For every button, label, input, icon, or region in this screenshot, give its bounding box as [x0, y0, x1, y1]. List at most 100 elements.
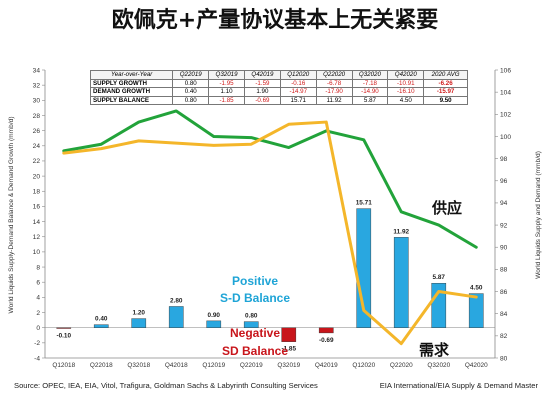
plot-area [45, 70, 495, 358]
annotation-positive: Positive [232, 274, 278, 288]
table-cell: -14.97 [279, 87, 317, 97]
year-over-year-table: Year-over-Year Q22019 Q32019 Q42019 Q120… [89, 70, 468, 105]
right-tick-label: 80 [500, 355, 508, 362]
x-tick-label: Q42018 [165, 362, 188, 369]
left-tick-label: 12 [33, 234, 41, 241]
left-tick-label: 34 [33, 67, 41, 74]
table-cell: -15.97 [423, 87, 468, 97]
table-cell: -16.10 [387, 87, 425, 97]
table-cell: -14.90 [351, 87, 389, 97]
table-cell: 1.90 [243, 87, 281, 97]
demand-line [62, 120, 478, 346]
table-cell: -7.18 [351, 78, 389, 88]
x-tick-label: Q32019 [277, 362, 300, 369]
table-header: Q12020 [279, 70, 317, 80]
bar [393, 237, 409, 328]
bar-label: 11.92 [393, 228, 409, 235]
left-tick-label: 20 [33, 173, 41, 180]
x-tick-label: Q32018 [127, 362, 150, 369]
x-tick-label: Q12020 [352, 362, 375, 369]
right-tick-label: 92 [500, 222, 508, 229]
left-tick-label: 24 [33, 143, 41, 150]
y2-axis-label: World Liquids Supply and Demand (mmb/d) [535, 151, 542, 279]
x-tick-label: Q32020 [427, 362, 450, 369]
bar-label: 0.80 [245, 313, 258, 320]
x-tick-label: Q42019 [315, 362, 338, 369]
left-tick-label: 14 [33, 219, 41, 226]
table-cell: -10.91 [387, 78, 425, 88]
bar-label: -1.85 [281, 346, 296, 353]
table-cell: 1.10 [208, 87, 245, 97]
table-header: Year-over-Year [89, 70, 174, 80]
table-cell: 0.40 [172, 87, 210, 97]
bar-layer: -0.10 0.40 1.20 2.80 0.90 0.80 -1.85 -0.69 15.71… [56, 200, 484, 353]
right-tick-label: 84 [500, 311, 508, 318]
bar [431, 282, 447, 328]
bar [468, 293, 484, 328]
table-header-row: Year-over-Year Q22019 Q32019 Q42019 Q120… [89, 70, 468, 80]
left-tick-label: 8 [36, 264, 40, 271]
table-header: Q32019 [208, 70, 245, 80]
left-tick-label: 30 [33, 98, 41, 105]
bar-label: 2.80 [170, 297, 183, 304]
bar-label: 4.50 [470, 285, 483, 292]
right-tick-label: 90 [500, 245, 508, 252]
x-tick-label: Q22019 [240, 362, 263, 369]
bar-label: 15.71 [356, 200, 372, 207]
demand-series-label: 需求 [419, 341, 450, 359]
table-cell: -1.95 [208, 78, 245, 88]
right-tick-label: 104 [500, 89, 511, 96]
table-header: 2020 AVG [423, 70, 468, 80]
table-cell: -17.90 [315, 87, 353, 97]
bar-label: 0.90 [208, 312, 221, 319]
line-layer [62, 109, 478, 346]
bar-label: 1.20 [133, 310, 146, 317]
bar-label: 0.40 [95, 316, 108, 323]
row-label: SUPPLY GROWTH [89, 78, 174, 88]
table-header: Q42020 [387, 70, 425, 80]
supply-line [62, 109, 478, 249]
left-tick-label: 0 [36, 325, 40, 332]
table-row: SUPPLY BALANCE 0.80 -1.85 -0.69 15.71 11… [89, 95, 468, 105]
x-tick-label: Q12019 [202, 362, 225, 369]
bar-label: -0.69 [319, 337, 334, 344]
table-cell: -1.85 [208, 95, 245, 105]
supply-series-label: 供应 [431, 199, 462, 217]
left-tick-label: -4 [34, 355, 40, 362]
x-tick-label: Q22018 [90, 362, 113, 369]
table-row: DEMAND GROWTH 0.40 1.10 1.90 -14.97 -17.… [89, 87, 468, 97]
x-tick-label: Q42020 [465, 362, 488, 369]
credit-note: EIA International/EIA Supply & Demand Ma… [379, 381, 538, 390]
left-tick-label: 26 [33, 128, 41, 135]
bar [206, 320, 222, 328]
right-tick-label: 82 [500, 333, 508, 340]
bar [168, 306, 184, 328]
table-cell: 11.92 [315, 95, 353, 105]
table-row: SUPPLY GROWTH 0.80 -1.95 -1.59 -0.16 -6.… [89, 78, 468, 88]
annotation-negative: Negative [230, 326, 280, 340]
source-note: Source: OPEC, IEA, EIA, Vitol, Trafigura… [14, 381, 318, 390]
left-tick-label: -2 [34, 340, 40, 347]
left-tick-label: 22 [33, 158, 41, 165]
table-header: Q22019 [172, 70, 210, 80]
right-tick-label: 100 [500, 134, 511, 141]
table-cell: 0.80 [172, 78, 210, 88]
bar [281, 327, 297, 342]
table-cell: 0.80 [172, 95, 210, 105]
right-tick-label: 98 [500, 156, 508, 163]
table-cell: -0.69 [243, 95, 281, 105]
left-tick-label: 18 [33, 189, 41, 196]
bar-label: -0.10 [56, 332, 71, 339]
annotation-positive-balance: S-D Balance [220, 291, 290, 305]
table-cell: 4.50 [387, 95, 425, 105]
table-header: Q22020 [315, 70, 353, 80]
bar [243, 321, 259, 328]
table-cell: 15.71 [279, 95, 317, 105]
right-tick-label: 102 [500, 112, 511, 119]
bar [318, 327, 334, 334]
left-tick-label: 2 [36, 310, 40, 317]
table-cell: 9.50 [423, 95, 468, 105]
right-tick-label: 86 [500, 289, 508, 296]
y-axis-label: World Liquids Supply-Demand Balance & De… [8, 116, 15, 313]
